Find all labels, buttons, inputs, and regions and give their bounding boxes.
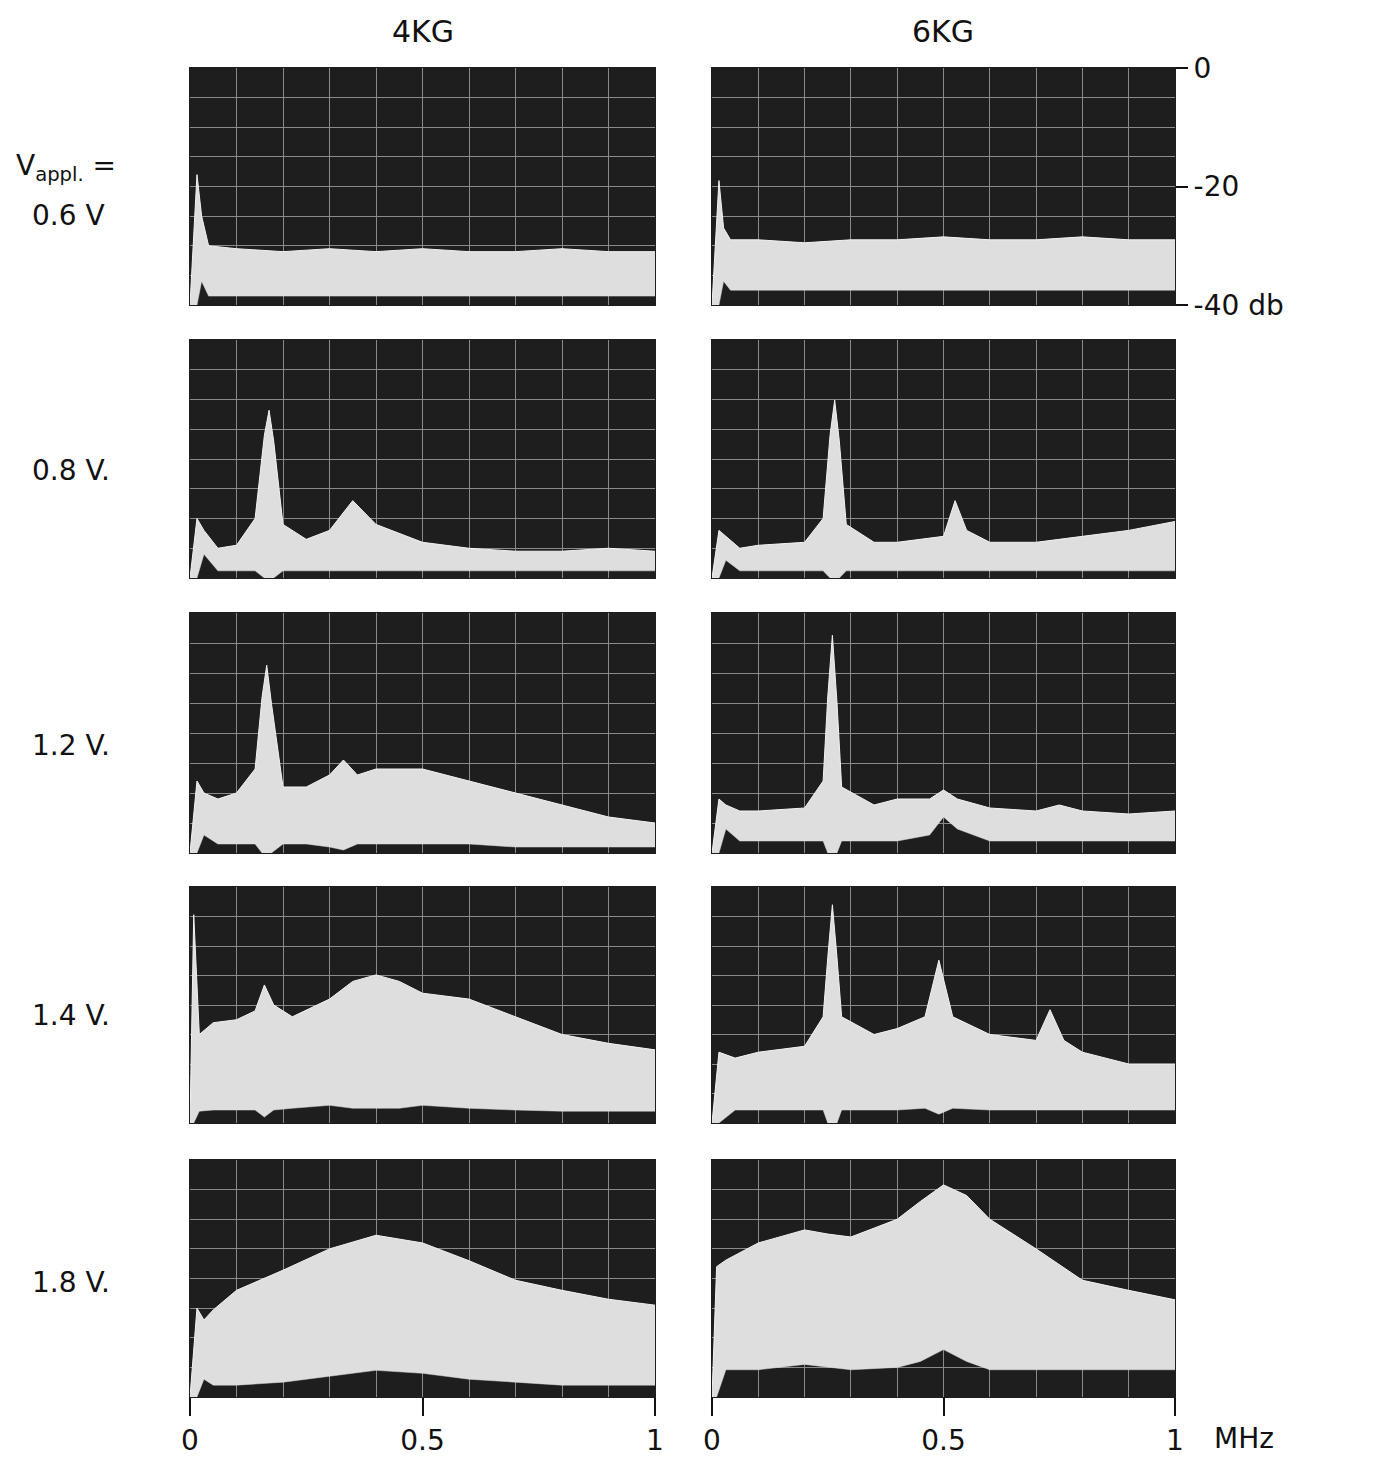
svg-text:-40 db: -40 db <box>1194 289 1284 322</box>
svg-text:1.8 V.: 1.8 V. <box>32 1266 110 1299</box>
svg-text:-20: -20 <box>1194 170 1240 203</box>
svg-text:0: 0 <box>703 1424 721 1457</box>
svg-text:0.5: 0.5 <box>921 1424 966 1457</box>
svg-text:0.5: 0.5 <box>400 1424 445 1457</box>
svg-text:0.6 V: 0.6 V <box>32 199 105 232</box>
svg-text:0: 0 <box>1194 52 1212 85</box>
svg-text:1: 1 <box>646 1424 664 1457</box>
svg-text:1.2 V.: 1.2 V. <box>32 729 110 762</box>
svg-text:1.4 V.: 1.4 V. <box>32 999 110 1032</box>
svg-text:0: 0 <box>181 1424 199 1457</box>
svg-text:V​appl.​ =: V​appl.​ = <box>16 149 116 186</box>
svg-text:1: 1 <box>1166 1424 1184 1457</box>
svg-text:4KG: 4KG <box>392 14 454 49</box>
svg-text:0.8 V.: 0.8 V. <box>32 454 110 487</box>
svg-text:MHz: MHz <box>1214 1422 1274 1455</box>
svg-text:6KG: 6KG <box>912 14 974 49</box>
